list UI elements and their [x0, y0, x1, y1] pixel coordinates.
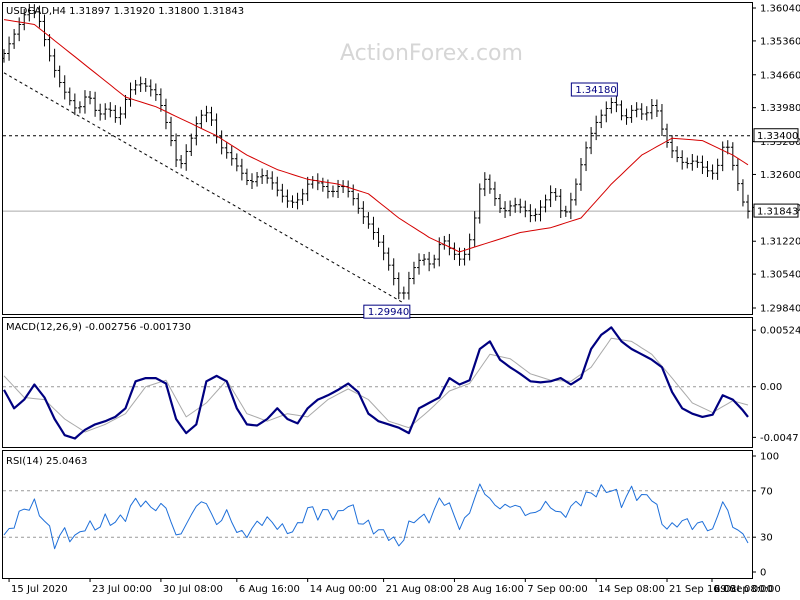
rsi-line [3, 483, 749, 550]
x-tick-label: 14 Sep 08:00 [598, 584, 665, 595]
current-price-box [753, 203, 799, 218]
axes-layer: 15 Jul 2020 23 Jul 00:00 30 Jul 08:00 6 Aug… [8, 578, 781, 595]
watermark: ActionForex.com [340, 41, 523, 66]
trendline [3, 72, 405, 304]
current-price-label: 1.31843 [757, 207, 798, 218]
macd-ytick-label: 0.00 [760, 382, 782, 393]
x-tick-label: 30 Jul 08:00 [163, 584, 223, 595]
price-ytick-label: 1.31220 [760, 237, 800, 248]
macd-layer: 0.005245 0.00 -0.0047 [3, 326, 800, 444]
price-ytick-label: 1.32600 [760, 170, 800, 181]
rsi-layer: 100 70 30 0 [3, 452, 779, 579]
x-tick-label: 21 Sep 16:00 [669, 584, 736, 595]
price-ytick-label: 1.30540 [760, 270, 800, 281]
macd-ytick-label: 0.005245 [760, 326, 800, 337]
x-tick-label: 15 Jul 2020 [11, 584, 68, 595]
x-tick-label: 6 Oct 08:00 [714, 584, 773, 595]
x-tick-label: 28 Aug 16:00 [456, 584, 523, 595]
resistance-label-box [753, 128, 799, 143]
price-layer: 1.36040 1.35360 1.34660 1.33980 1.33280 1.326… [2, 4, 800, 319]
rsi-ytick-label: 70 [760, 486, 773, 497]
rsi-ytick-label: 30 [760, 533, 773, 544]
price-ytick-label: 1.36040 [760, 4, 800, 15]
rsi-ytick-label: 100 [760, 452, 779, 463]
resistance-label: 1.33400 [757, 131, 798, 142]
macd-signal-line [3, 337, 749, 433]
macd-header: MACD(12,26,9) -0.002756 -0.001730 [6, 322, 191, 333]
moving-average-line [3, 19, 749, 253]
price-annotation-box [363, 304, 411, 319]
x-tick-label: 23 Jul 00:00 [92, 584, 152, 595]
rsi-ytick-label: 0 [760, 568, 766, 579]
macd-panel-frame [2, 317, 753, 448]
x-tick-label: 7 Sep 00:00 [527, 584, 587, 595]
macd-ytick-label: -0.0047 [760, 433, 799, 444]
x-tick-label: 21 Aug 08:00 [386, 584, 453, 595]
rsi-panel-frame [2, 450, 753, 579]
macd-line [3, 326, 749, 440]
price-annotation-box [570, 82, 618, 97]
price-ytick-label: 1.29840 [760, 304, 800, 315]
price-header: USDCAD,H4 1.31897 1.31920 1.31800 1.3184… [6, 6, 244, 17]
price-annotation-label: 1.29940 [368, 307, 409, 318]
x-tick-label: 14 Aug 00:00 [310, 584, 377, 595]
price-ytick-label: 1.33280 [760, 137, 800, 148]
price-ytick-label: 1.35360 [760, 36, 800, 47]
rsi-header: RSI(14) 25.0463 [6, 456, 87, 467]
x-tick-label: 29 Sep 00:00 [714, 584, 781, 595]
price-ytick-label: 1.33980 [760, 103, 800, 114]
price-ytick-label: 1.34660 [760, 70, 800, 81]
x-tick-label: 6 Aug 16:00 [239, 584, 300, 595]
price-annotation-label: 1.34180 [575, 85, 616, 96]
